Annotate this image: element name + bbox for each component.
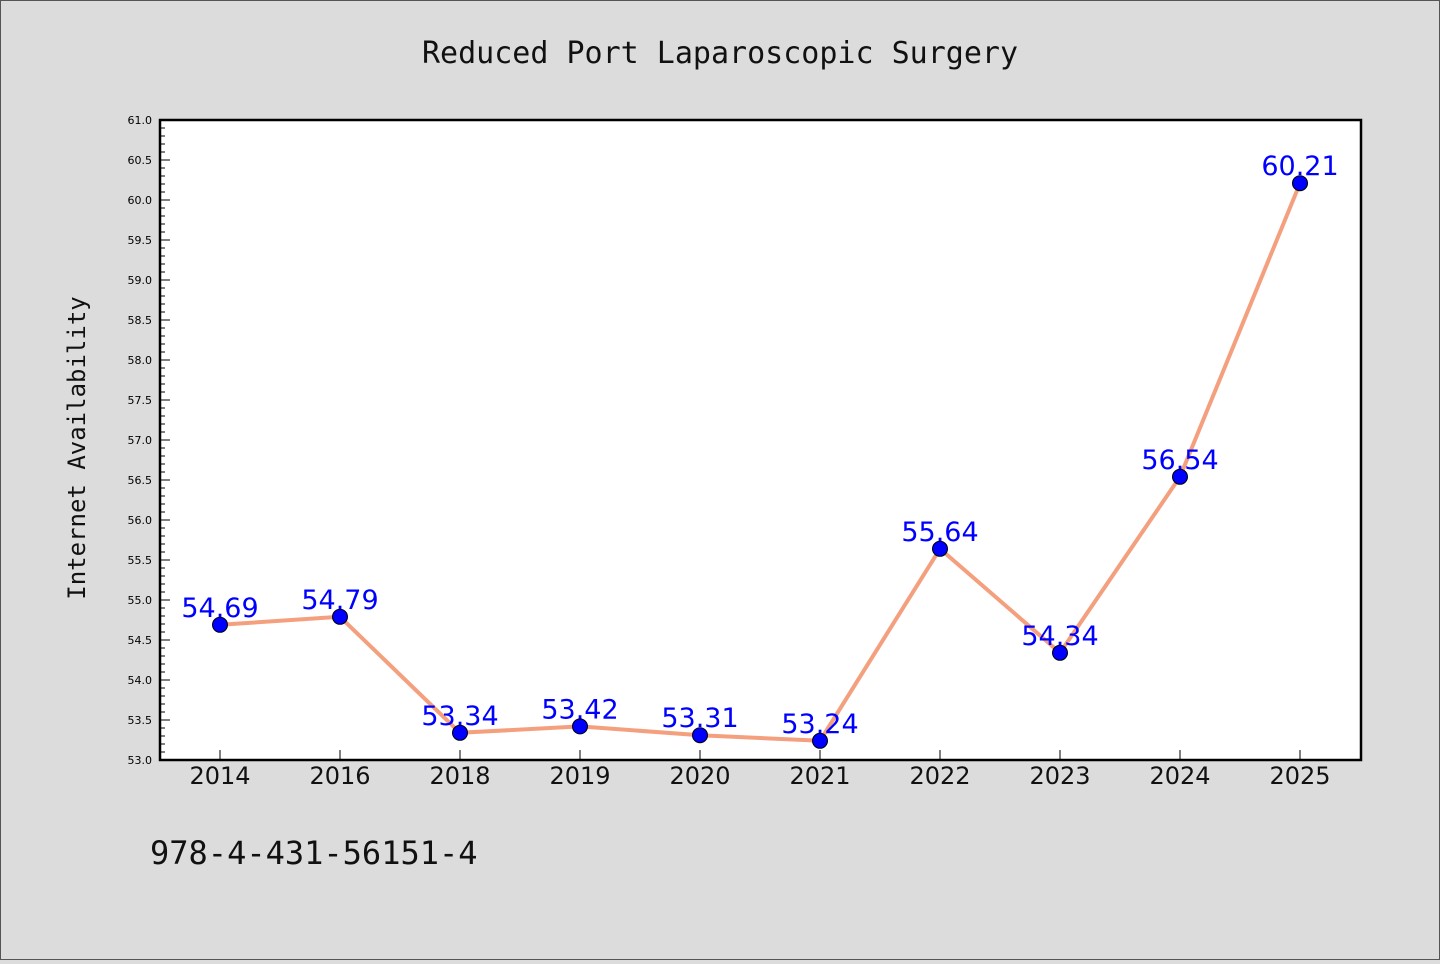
data-point-marker <box>572 718 588 735</box>
y-tick-label: 60.0 <box>128 194 153 207</box>
x-tick-label: 2019 <box>549 762 610 790</box>
y-tick-label: 55.0 <box>128 594 153 607</box>
y-tick-label: 61.0 <box>128 114 153 127</box>
chart-title: Reduced Port Laparoscopic Surgery <box>422 36 1018 71</box>
data-label: 56.54 <box>1141 445 1218 476</box>
data-point-marker <box>332 608 348 625</box>
x-tick-label: 2016 <box>309 762 370 790</box>
data-label: 54.79 <box>301 585 378 616</box>
y-tick-label: 54.5 <box>128 634 153 647</box>
data-point-marker <box>1292 175 1308 192</box>
data-label: 53.24 <box>781 709 858 740</box>
y-tick-label: 53.0 <box>128 754 153 767</box>
y-tick-label: 58.0 <box>128 354 153 367</box>
data-label: 53.31 <box>661 703 738 734</box>
series-line-group <box>212 175 1308 749</box>
y-tick-label: 54.0 <box>128 674 153 687</box>
data-point-marker <box>212 616 228 633</box>
data-label: 55.64 <box>901 517 978 548</box>
plot-area <box>158 118 1363 762</box>
series-line <box>219 182 1302 743</box>
y-tick-label: 58.5 <box>128 314 153 327</box>
x-tick-label: 2024 <box>1149 762 1210 790</box>
data-labels-group: 54.69 54.79 53.34 53.42 53.31 53.24 55.64 54.34… <box>181 151 1338 740</box>
data-point-marker <box>692 727 708 744</box>
x-axis-ticks: 2014 2016 2018 2019 2020 2021 2022 2023 2024 2025 <box>189 750 1331 790</box>
x-tick-label: 2025 <box>1269 762 1330 790</box>
data-point-marker <box>452 724 468 741</box>
isbn-footer: 978-4-431-56151-4 <box>150 834 478 872</box>
x-tick-label: 2018 <box>429 762 490 790</box>
data-label: 53.42 <box>541 694 618 725</box>
data-label: 54.34 <box>1021 621 1098 652</box>
data-point-marker <box>812 732 828 749</box>
x-tick-label: 2014 <box>189 762 250 790</box>
x-tick-label: 2021 <box>789 762 850 790</box>
y-tick-label: 55.5 <box>128 554 153 567</box>
x-tick-label: 2023 <box>1029 762 1090 790</box>
data-point-marker <box>932 540 948 557</box>
y-tick-label: 57.5 <box>128 394 153 407</box>
y-tick-label: 53.5 <box>128 714 153 727</box>
data-label: 60.21 <box>1261 151 1338 182</box>
y-axis-label: Internet Availability <box>63 296 91 599</box>
y-tick-label: 59.5 <box>128 234 153 247</box>
y-tick-label: 56.0 <box>128 514 153 527</box>
y-tick-label: 57.0 <box>128 434 153 447</box>
data-label: 54.69 <box>181 593 258 624</box>
y-tick-label: 59.0 <box>128 274 153 287</box>
data-label: 53.34 <box>421 701 498 732</box>
x-tick-label: 2022 <box>909 762 970 790</box>
y-axis-ticks: 53.0 53.5 54.0 54.5 55.0 55.5 56.0 56.5 57.0 57.5… <box>128 114 170 767</box>
y-tick-label: 56.5 <box>128 474 153 487</box>
x-tick-label: 2020 <box>669 762 730 790</box>
data-point-marker <box>1052 644 1068 661</box>
data-point-marker <box>1172 468 1188 485</box>
y-tick-label: 60.5 <box>128 154 153 167</box>
